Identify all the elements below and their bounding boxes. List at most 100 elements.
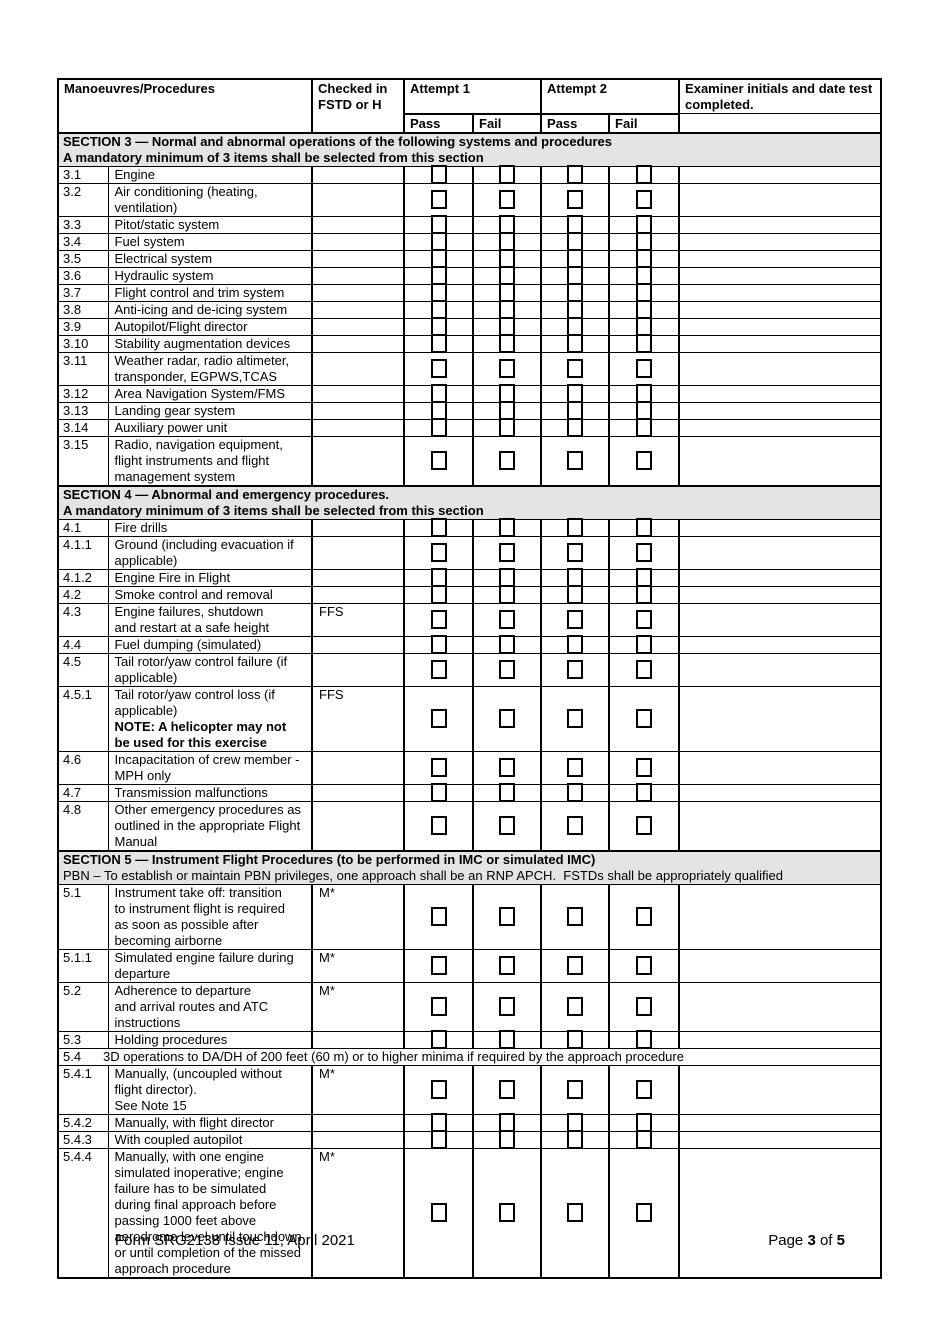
attempt2-fail-checkbox[interactable] — [636, 907, 653, 926]
attempt2-pass-checkbox[interactable] — [567, 1203, 584, 1222]
examiner-initials-cell[interactable] — [678, 165, 882, 184]
attempt1-pass-checkbox[interactable] — [430, 418, 447, 437]
examiner-initials-cell[interactable] — [678, 334, 882, 353]
examiner-initials-cell[interactable] — [678, 351, 882, 386]
attempt2-pass-checkbox[interactable] — [567, 418, 584, 437]
examiner-initials-cell[interactable] — [678, 1113, 882, 1132]
examiner-initials-cell[interactable] — [678, 401, 882, 420]
attempt2-pass-checkbox[interactable] — [567, 518, 584, 537]
attempt2-pass-checkbox[interactable] — [567, 997, 584, 1016]
attempt2-fail-checkbox[interactable] — [636, 660, 653, 679]
examiner-initials-cell[interactable] — [678, 300, 882, 319]
attempt2-fail-checkbox[interactable] — [636, 334, 653, 353]
examiner-initials-cell[interactable] — [678, 435, 882, 486]
attempt2-pass-checkbox[interactable] — [567, 1030, 584, 1049]
examiner-initials-cell[interactable] — [678, 317, 882, 336]
attempt1-pass-checkbox[interactable] — [430, 359, 447, 378]
attempt2-pass-checkbox[interactable] — [567, 758, 584, 777]
attempt2-pass-checkbox[interactable] — [567, 956, 584, 975]
attempt1-pass-checkbox[interactable] — [430, 816, 447, 835]
attempt2-pass-checkbox[interactable] — [567, 334, 584, 353]
attempt1-fail-checkbox[interactable] — [499, 585, 516, 604]
attempt2-pass-checkbox[interactable] — [567, 543, 584, 562]
examiner-initials-cell[interactable] — [678, 1147, 882, 1278]
examiner-initials-cell[interactable] — [678, 518, 882, 537]
examiner-initials-cell[interactable] — [678, 585, 882, 604]
attempt1-pass-checkbox[interactable] — [430, 1080, 447, 1099]
attempt2-pass-checkbox[interactable] — [567, 635, 584, 654]
attempt1-fail-checkbox[interactable] — [499, 1203, 516, 1222]
attempt2-fail-checkbox[interactable] — [636, 956, 653, 975]
attempt1-pass-checkbox[interactable] — [430, 1030, 447, 1049]
attempt2-fail-checkbox[interactable] — [636, 709, 653, 728]
examiner-initials-cell[interactable] — [678, 883, 882, 950]
attempt1-fail-checkbox[interactable] — [499, 709, 516, 728]
attempt1-pass-checkbox[interactable] — [430, 635, 447, 654]
examiner-initials-cell[interactable] — [678, 635, 882, 654]
attempt2-fail-checkbox[interactable] — [636, 190, 653, 209]
attempt1-fail-checkbox[interactable] — [499, 635, 516, 654]
attempt1-fail-checkbox[interactable] — [499, 816, 516, 835]
examiner-initials-cell[interactable] — [678, 384, 882, 403]
attempt2-pass-checkbox[interactable] — [567, 816, 584, 835]
attempt1-fail-checkbox[interactable] — [499, 610, 516, 629]
examiner-initials-cell[interactable] — [678, 182, 882, 217]
attempt2-fail-checkbox[interactable] — [636, 610, 653, 629]
attempt1-fail-checkbox[interactable] — [499, 359, 516, 378]
examiner-initials-cell[interactable] — [678, 783, 882, 802]
attempt1-fail-checkbox[interactable] — [499, 1030, 516, 1049]
examiner-initials-cell[interactable] — [678, 652, 882, 687]
attempt1-pass-checkbox[interactable] — [430, 907, 447, 926]
attempt2-fail-checkbox[interactable] — [636, 758, 653, 777]
examiner-initials-cell[interactable] — [678, 283, 882, 302]
examiner-initials-cell[interactable] — [678, 215, 882, 234]
attempt1-fail-checkbox[interactable] — [499, 190, 516, 209]
attempt1-pass-checkbox[interactable] — [430, 543, 447, 562]
attempt2-fail-checkbox[interactable] — [636, 1203, 653, 1222]
examiner-initials-cell[interactable] — [678, 535, 882, 570]
attempt1-pass-checkbox[interactable] — [430, 165, 447, 184]
attempt1-pass-checkbox[interactable] — [430, 1203, 447, 1222]
attempt2-fail-checkbox[interactable] — [636, 1080, 653, 1099]
examiner-initials-cell[interactable] — [678, 685, 882, 752]
attempt1-fail-checkbox[interactable] — [499, 660, 516, 679]
attempt2-fail-checkbox[interactable] — [636, 165, 653, 184]
attempt2-pass-checkbox[interactable] — [567, 907, 584, 926]
attempt1-pass-checkbox[interactable] — [430, 709, 447, 728]
attempt2-pass-checkbox[interactable] — [567, 585, 584, 604]
attempt1-pass-checkbox[interactable] — [430, 783, 447, 802]
attempt2-pass-checkbox[interactable] — [567, 709, 584, 728]
examiner-initials-cell[interactable] — [678, 1130, 882, 1149]
attempt1-pass-checkbox[interactable] — [430, 585, 447, 604]
attempt2-fail-checkbox[interactable] — [636, 635, 653, 654]
attempt2-fail-checkbox[interactable] — [636, 1030, 653, 1049]
attempt2-pass-checkbox[interactable] — [567, 190, 584, 209]
attempt1-fail-checkbox[interactable] — [499, 956, 516, 975]
attempt1-pass-checkbox[interactable] — [430, 451, 447, 470]
attempt1-fail-checkbox[interactable] — [499, 758, 516, 777]
attempt1-fail-checkbox[interactable] — [499, 1130, 516, 1149]
examiner-initials-cell[interactable] — [678, 1064, 882, 1115]
attempt1-pass-checkbox[interactable] — [430, 997, 447, 1016]
attempt1-pass-checkbox[interactable] — [430, 1130, 447, 1149]
attempt1-fail-checkbox[interactable] — [499, 907, 516, 926]
attempt1-fail-checkbox[interactable] — [499, 543, 516, 562]
attempt1-pass-checkbox[interactable] — [430, 610, 447, 629]
examiner-initials-cell[interactable] — [678, 249, 882, 268]
attempt1-fail-checkbox[interactable] — [499, 451, 516, 470]
examiner-initials-cell[interactable] — [678, 750, 882, 785]
attempt1-fail-checkbox[interactable] — [499, 1080, 516, 1099]
attempt2-pass-checkbox[interactable] — [567, 451, 584, 470]
attempt1-pass-checkbox[interactable] — [430, 190, 447, 209]
attempt2-fail-checkbox[interactable] — [636, 451, 653, 470]
attempt2-fail-checkbox[interactable] — [636, 783, 653, 802]
attempt1-fail-checkbox[interactable] — [499, 334, 516, 353]
attempt1-fail-checkbox[interactable] — [499, 783, 516, 802]
attempt2-pass-checkbox[interactable] — [567, 165, 584, 184]
attempt2-fail-checkbox[interactable] — [636, 359, 653, 378]
attempt2-pass-checkbox[interactable] — [567, 610, 584, 629]
attempt2-pass-checkbox[interactable] — [567, 359, 584, 378]
examiner-initials-cell[interactable] — [678, 266, 882, 285]
examiner-initials-cell[interactable] — [678, 1030, 882, 1049]
attempt1-pass-checkbox[interactable] — [430, 518, 447, 537]
